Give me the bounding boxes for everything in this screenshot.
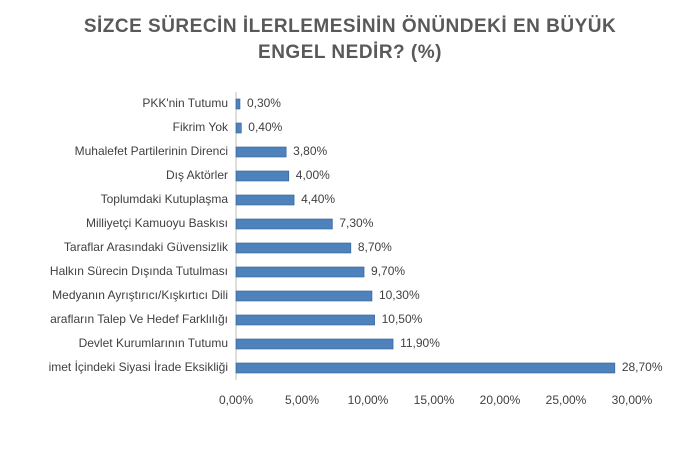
chart-title: SİZCE SÜRECİN İLERLEMESİNİN ÖNÜNDEKİ EN … <box>83 16 617 63</box>
bar <box>235 290 373 302</box>
y-tick-label: Milliyetçi Kamuoyu Baskısı <box>86 216 228 230</box>
value-label: 28,70% <box>622 360 663 374</box>
value-label: 8,70% <box>358 240 392 254</box>
value-label: 9,70% <box>371 264 405 278</box>
value-label: 0,30% <box>247 96 281 110</box>
value-label: 11,90% <box>400 336 440 350</box>
value-label: 10,50% <box>382 312 423 326</box>
bar <box>235 122 242 134</box>
y-tick-label: imet İçindeki Siyasi İrade Eksikliği <box>49 360 228 374</box>
bar <box>235 338 394 350</box>
x-tick-label: 0,00% <box>219 393 253 407</box>
value-label: 4,40% <box>301 192 335 206</box>
value-label: 10,30% <box>379 288 420 302</box>
bar <box>235 218 333 230</box>
y-tick-label: arafların Talep Ve Hedef Farklılığı <box>50 312 228 326</box>
bar <box>235 146 287 158</box>
value-label: 0,40% <box>248 120 282 134</box>
y-tick-label: Halkın Sürecin Dışında Tutulması <box>50 264 228 278</box>
value-label: 7,30% <box>339 216 373 230</box>
x-tick-label: 10,00% <box>348 393 389 407</box>
y-tick-label: Muhalefet Partilerinin Direnci <box>75 144 228 158</box>
y-tick-label: Devlet Kurumlarının Tutumu <box>79 336 228 350</box>
y-tick-label: Fikrim Yok <box>173 120 229 134</box>
value-label: 3,80% <box>293 144 327 158</box>
x-tick-label: 25,00% <box>546 393 587 407</box>
bar <box>235 194 295 206</box>
y-tick-label: PKK'nin Tutumu <box>142 96 228 110</box>
y-tick-label: Toplumdaki Kutuplaşma <box>101 192 229 206</box>
bar <box>235 170 290 182</box>
y-tick-label: Dış Aktörler <box>166 168 228 182</box>
y-tick-label: Taraflar Arasındaki Güvensizlik <box>64 240 229 254</box>
x-tick-label: 15,00% <box>414 393 455 407</box>
bar <box>235 98 241 110</box>
bar <box>235 266 365 278</box>
bar <box>235 362 616 374</box>
bar <box>235 242 352 254</box>
x-tick-label: 20,00% <box>480 393 521 407</box>
bar <box>235 314 375 326</box>
y-tick-label: Medyanın Ayrıştırıcı/Kışkırtıcı Dili <box>52 288 228 302</box>
x-tick-label: 5,00% <box>285 393 319 407</box>
x-tick-label: 30,00% <box>612 393 653 407</box>
value-label: 4,00% <box>296 168 330 182</box>
